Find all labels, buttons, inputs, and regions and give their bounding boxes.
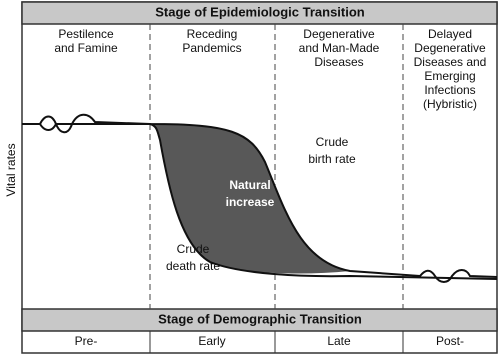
annotation: Natural: [229, 178, 270, 192]
annotation: birth rate: [308, 152, 356, 166]
stage-label: and Famine: [54, 41, 118, 55]
phase-label: Pre-: [75, 334, 98, 348]
stage-label: Emerging: [424, 69, 475, 83]
y-axis-label: Vital rates: [4, 143, 18, 196]
stage-label: and Man-Made: [299, 41, 380, 55]
natural-increase-area: [150, 124, 350, 274]
stage-label: Degenerative: [414, 41, 486, 55]
birth-rate-line: [22, 113, 498, 283]
dividers: [149, 24, 404, 309]
stage-label: Delayed: [428, 27, 472, 41]
footer-title: Stage of Demographic Transition: [158, 311, 362, 326]
phase-label: Early: [198, 334, 225, 348]
stage-label: Infections: [424, 83, 475, 97]
death-rate-line: [22, 123, 498, 280]
annotation: death rate: [166, 259, 220, 273]
stage-label: Pestilence: [58, 27, 114, 41]
stage-label: Diseases and: [414, 55, 487, 69]
header-title: Stage of Epidemiologic Transition: [155, 4, 365, 19]
stage-label: Degenerative: [303, 27, 375, 41]
header-bar: [21, 1, 498, 25]
stage-label: Receding: [187, 27, 238, 41]
stage-label: (Hybristic): [423, 97, 477, 111]
annotation: Crude: [177, 242, 210, 256]
stage-label: Diseases: [314, 55, 363, 69]
annotation: Crude: [316, 135, 349, 149]
phase-label: Late: [327, 334, 351, 348]
phase-label: Post-: [436, 334, 464, 348]
footer-bar: [21, 308, 498, 332]
stage-label: Pandemics: [182, 41, 241, 55]
phase-dividers: [149, 331, 404, 353]
annotation: increase: [226, 195, 275, 209]
